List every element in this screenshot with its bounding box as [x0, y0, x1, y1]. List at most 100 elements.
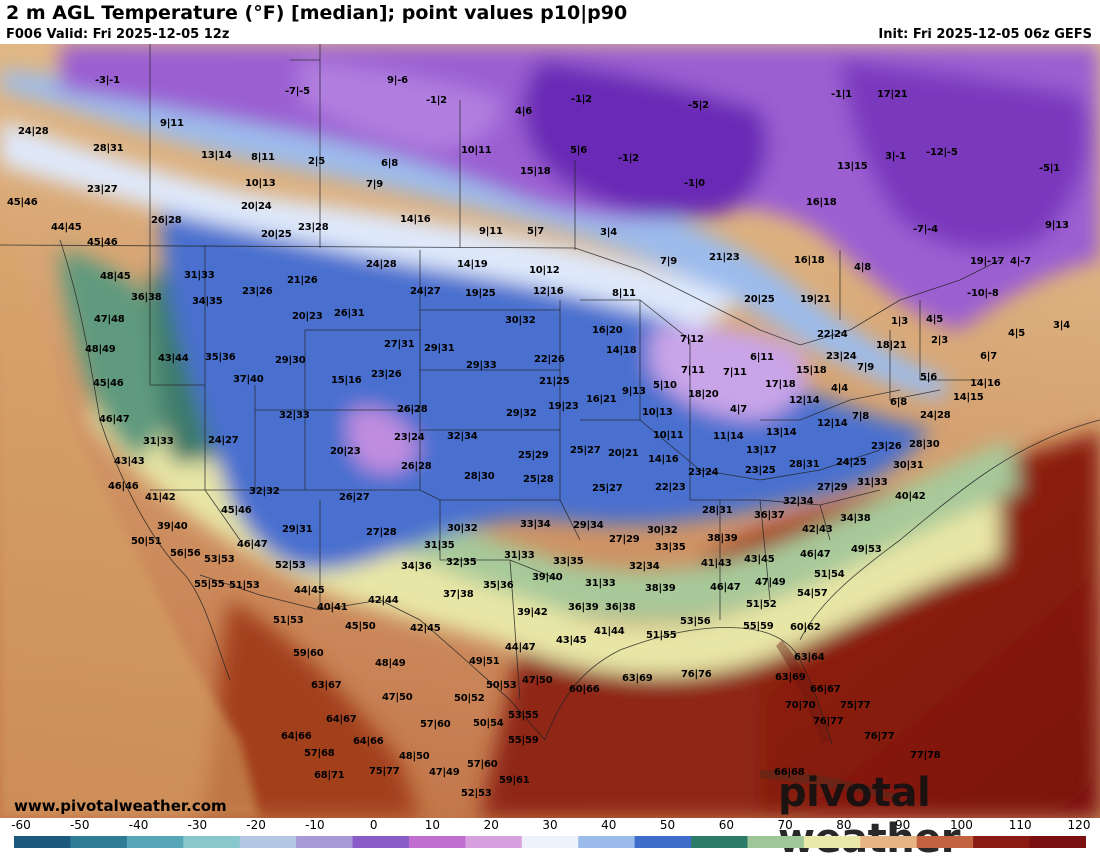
colorbar-segment	[296, 836, 354, 848]
point-value-label: 42|45	[410, 623, 441, 634]
point-value-label: 20|23	[330, 446, 361, 457]
point-value-label: 46|46	[108, 481, 139, 492]
point-value-label: 20|25	[744, 294, 775, 305]
point-value-label: 1|3	[891, 316, 908, 327]
point-value-label: 31|33	[184, 270, 215, 281]
point-value-label: 6|8	[381, 158, 398, 169]
point-value-label: 13|15	[837, 161, 868, 172]
point-value-label: -1|2	[426, 95, 447, 106]
colorbar-segment	[239, 836, 297, 848]
point-value-label: 28|30	[909, 439, 940, 450]
point-value-label: 21|25	[539, 376, 570, 387]
point-value-label: 50|51	[131, 536, 162, 547]
point-value-label: 36|39	[568, 602, 599, 613]
temperature-field	[0, 44, 1100, 818]
point-value-label: 6|8	[890, 397, 907, 408]
colorbar-segment	[916, 836, 974, 848]
point-value-label: 4|8	[854, 262, 871, 273]
colorbar-segment	[408, 836, 466, 848]
point-value-label: 57|60	[420, 719, 451, 730]
point-value-label: -7|-5	[285, 86, 310, 97]
point-value-label: 46|47	[237, 539, 268, 550]
point-value-label: 63|67	[311, 680, 342, 691]
point-value-label: 51|53	[229, 580, 260, 591]
colorbar-tick-label: 10	[424, 818, 441, 832]
point-value-label: 4|4	[831, 383, 848, 394]
point-value-label: 39|42	[517, 607, 548, 618]
point-value-label: 4|5	[926, 314, 943, 325]
point-value-label: 5|10	[653, 380, 677, 391]
point-value-label: 14|18	[606, 345, 637, 356]
point-value-label: 9|13	[1045, 220, 1069, 231]
point-value-label: 25|27	[570, 445, 601, 456]
point-value-label: 21|26	[287, 275, 318, 286]
point-value-label: 31|35	[424, 540, 455, 551]
point-value-label: 63|69	[622, 673, 653, 684]
map-title: 2 m AGL Temperature (°F) [median]; point…	[6, 2, 628, 24]
point-value-label: 20|24	[241, 201, 272, 212]
point-value-label: 63|69	[775, 672, 806, 683]
point-value-label: 36|37	[754, 510, 785, 521]
point-value-label: 25|28	[523, 474, 554, 485]
colorbar-segment	[747, 836, 805, 848]
colorbar-segment	[352, 836, 410, 848]
point-value-label: 37|38	[443, 589, 474, 600]
point-value-label: 23|24	[394, 432, 425, 443]
point-value-label: 31|33	[585, 578, 616, 589]
point-value-label: 49|53	[851, 544, 882, 555]
point-value-label: 46|47	[99, 414, 130, 425]
point-value-label: 57|60	[467, 759, 498, 770]
point-value-label: 7|9	[857, 362, 874, 373]
point-value-label: 38|39	[707, 533, 738, 544]
point-value-label: 34|38	[840, 513, 871, 524]
point-value-label: 6|7	[980, 351, 997, 362]
point-value-label: 6|11	[750, 352, 774, 363]
colorbar-tick-label: 120	[1067, 818, 1091, 832]
point-value-label: 26|28	[151, 215, 182, 226]
point-value-label: 32|34	[629, 561, 660, 572]
point-value-label: 51|52	[746, 599, 777, 610]
colorbar-segment	[860, 836, 918, 848]
point-value-label: 43|45	[744, 554, 775, 565]
point-value-label: 14|16	[648, 454, 679, 465]
point-value-label: 22|24	[817, 329, 848, 340]
point-value-label: 17|21	[877, 89, 908, 100]
point-value-label: 47|50	[522, 675, 553, 686]
point-value-label: 24|27	[410, 286, 441, 297]
point-value-label: 77|78	[910, 750, 941, 761]
point-value-label: 19|25	[465, 288, 496, 299]
point-value-label: -12|-5	[926, 147, 958, 158]
point-value-label: 12|16	[533, 286, 564, 297]
point-value-label: 24|25	[836, 457, 867, 468]
colorbar-tick-label: -10	[305, 818, 325, 832]
point-value-label: 26|31	[334, 308, 365, 319]
point-value-label: 22|23	[655, 482, 686, 493]
point-value-label: 49|51	[469, 656, 500, 667]
colorbar-segment	[126, 836, 184, 848]
temperature-map	[0, 44, 1100, 818]
point-value-label: 60|66	[569, 684, 600, 695]
colorbar-segment	[691, 836, 748, 848]
point-value-label: 28|30	[464, 471, 495, 482]
point-value-label: 32|33	[279, 410, 310, 421]
colorbar-segment	[183, 836, 241, 848]
point-value-label: 68|71	[314, 770, 345, 781]
point-value-label: 33|34	[520, 519, 551, 530]
point-value-label: 70|70	[785, 700, 816, 711]
point-value-label: 66|68	[774, 767, 805, 778]
colorbar-segment	[521, 836, 579, 848]
point-value-label: 47|49	[755, 577, 786, 588]
point-value-label: 19|21	[800, 294, 831, 305]
colorbar-tick-label: 110	[1008, 818, 1032, 832]
point-value-label: 5|6	[570, 145, 587, 156]
colorbar-tick-label: -40	[128, 818, 149, 832]
point-value-label: 44|47	[505, 642, 536, 653]
colorbar-segment	[973, 836, 1031, 848]
point-value-label: 48|50	[399, 751, 430, 762]
point-value-label: 28|31	[702, 505, 733, 516]
point-value-label: 15|16	[331, 375, 362, 386]
point-value-label: 41|43	[701, 558, 732, 569]
point-value-label: 9|11	[479, 226, 503, 237]
point-value-label: 43|45	[556, 635, 587, 646]
point-value-label: 45|46	[7, 197, 38, 208]
